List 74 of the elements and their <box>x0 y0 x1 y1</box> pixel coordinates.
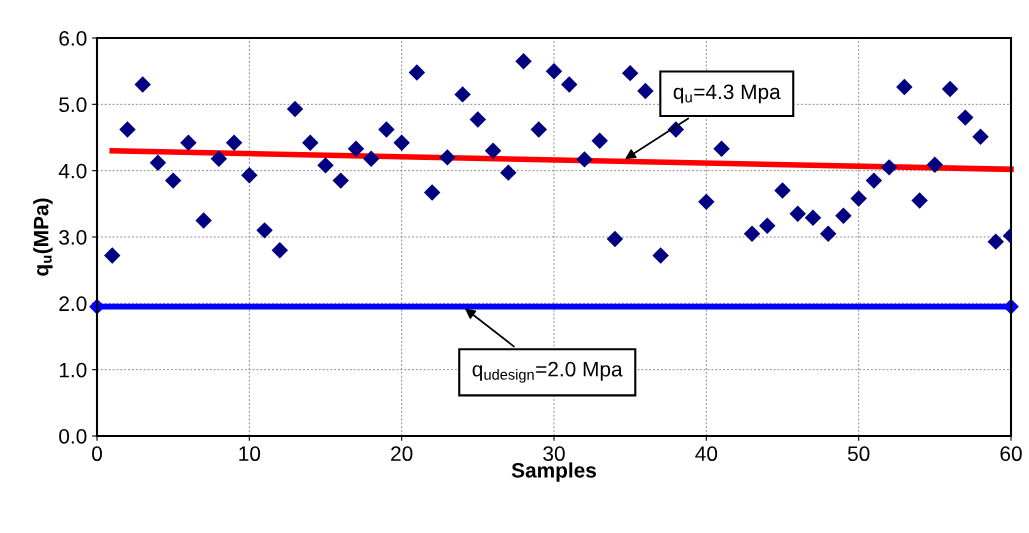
point <box>225 134 243 152</box>
point <box>698 193 715 211</box>
point <box>850 190 867 207</box>
y-tick-label: 2.0 <box>59 296 87 312</box>
point <box>591 132 608 150</box>
x-tick-label: 20 <box>391 446 413 462</box>
point <box>119 121 136 138</box>
point <box>819 225 837 242</box>
point <box>347 140 365 157</box>
point <box>271 242 289 259</box>
point <box>256 222 273 239</box>
point <box>195 212 212 229</box>
point <box>164 172 182 189</box>
point <box>454 86 471 103</box>
point <box>911 192 928 209</box>
point <box>896 78 913 96</box>
point <box>149 154 167 171</box>
point <box>104 247 121 264</box>
point <box>484 142 502 159</box>
point <box>743 225 761 242</box>
y-tick-label: 6.0 <box>59 31 87 46</box>
point <box>561 76 578 93</box>
point <box>530 121 547 138</box>
point <box>774 182 791 199</box>
point <box>957 109 974 126</box>
point <box>652 247 669 264</box>
point <box>302 134 319 152</box>
point <box>362 150 380 167</box>
annotation: q$_{udesign}$=2.0 Mpa <box>472 361 623 383</box>
point <box>408 64 426 81</box>
point <box>134 76 151 93</box>
point <box>210 150 228 167</box>
point <box>286 100 304 118</box>
y-tick-label: 4.0 <box>58 163 87 179</box>
point <box>789 205 806 222</box>
point <box>332 172 349 189</box>
point <box>606 230 624 248</box>
x-tick-label: 0 <box>92 446 102 462</box>
point <box>926 156 944 173</box>
y-tick-label: 5.0 <box>59 97 87 113</box>
y-axis-title: q$_{u}$(MPa) <box>33 198 53 276</box>
point <box>759 217 776 234</box>
point <box>500 164 517 181</box>
point <box>804 209 822 226</box>
x-tick-label: 60 <box>1000 446 1022 462</box>
point <box>621 64 639 82</box>
point <box>180 134 197 152</box>
point <box>941 80 959 98</box>
point <box>515 53 532 70</box>
x-tick-label: 40 <box>695 446 718 462</box>
annotation: q$_{u}$=4.3 Mpa <box>673 84 781 104</box>
point <box>545 62 563 80</box>
point <box>378 121 395 138</box>
point <box>423 184 441 201</box>
point <box>576 151 593 168</box>
x-tick-label: 30 <box>543 446 565 462</box>
point <box>439 149 456 166</box>
point <box>469 111 487 128</box>
y-tick-label: 0.0 <box>59 429 87 444</box>
x-tick-label: 50 <box>847 446 870 462</box>
point <box>865 172 883 189</box>
point <box>880 159 898 176</box>
point <box>241 167 258 184</box>
point <box>987 233 1004 250</box>
point <box>317 157 334 174</box>
x-axis-title: Samples <box>511 462 596 482</box>
point <box>972 128 989 146</box>
point <box>835 207 852 224</box>
y-tick-label: 3.0 <box>59 230 87 245</box>
x-tick-label: 10 <box>239 446 261 462</box>
point <box>713 140 730 157</box>
point <box>393 134 410 152</box>
y-tick-label: 1.0 <box>59 362 87 378</box>
point <box>637 82 654 100</box>
